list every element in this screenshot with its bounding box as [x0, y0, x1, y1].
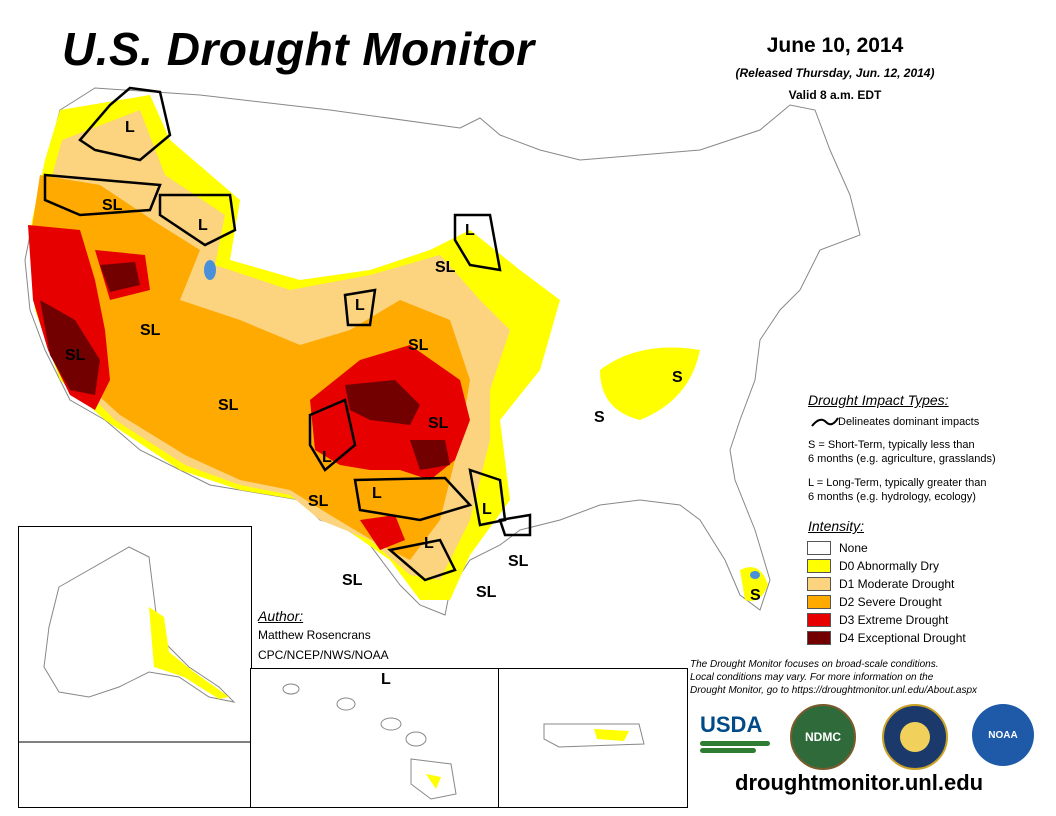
d4-area-oklahoma — [410, 440, 450, 470]
map-date: June 10, 2014 — [766, 34, 904, 57]
map-label-ctx-sl: SL — [476, 584, 497, 601]
legend-label: D1 Moderate Drought — [839, 576, 955, 591]
legend-label: D4 Exceptional Drought — [839, 630, 966, 645]
map-label-wa-l: L — [125, 119, 135, 136]
impact-long-term: L = Long-Term, typically greater than — [808, 477, 987, 489]
note-line-1: The Drought Monitor focuses on broad-sca… — [690, 659, 939, 670]
commerce-seal-icon — [882, 704, 948, 770]
legend-label: D2 Severe Drought — [839, 594, 942, 609]
d0-area-florida — [740, 567, 768, 601]
alaska-map — [19, 546, 251, 743]
map-label-nd-l: L — [465, 222, 475, 239]
release-date: (Released Thursday, Jun. 12, 2014) — [735, 66, 935, 80]
impact-boundary-central-texas — [353, 476, 473, 522]
impact-boundary-pacific-nw — [78, 86, 172, 162]
ndmc-logo: NDMC — [790, 704, 856, 770]
puerto-rico-map — [543, 723, 645, 748]
map-label-stx-l: L — [424, 535, 434, 552]
hawaii-map: L — [282, 671, 457, 800]
lake-okeechobee — [750, 571, 760, 579]
map-label-az-sl: SL — [218, 397, 239, 414]
map-label-fl-s: S — [750, 587, 761, 604]
author-heading: Author: — [258, 608, 304, 624]
legend-swatch — [807, 576, 831, 591]
usda-logo: USDA — [700, 712, 770, 762]
impact-boundary-oregon — [43, 173, 162, 217]
disclaimer-note: The Drought Monitor focuses on broad-sca… — [690, 658, 977, 697]
impact-boundary-new-mexico — [308, 398, 357, 472]
map-label-tx-l: L — [372, 485, 382, 502]
impact-legend-title: Drought Impact Types: — [808, 392, 949, 408]
impact-long-term-2: 6 months (e.g. hydrology, ecology) — [808, 491, 976, 503]
d4-area-nevada — [100, 262, 140, 292]
d3-area-texas — [360, 515, 405, 550]
legend-label: D0 Abnormally Dry — [839, 558, 940, 573]
note-line-2: Local conditions may vary. For more info… — [690, 672, 934, 683]
page-title: U.S. Drought Monitor — [62, 23, 535, 75]
legend-row-d1: D1 Moderate Drought — [807, 576, 954, 592]
legend-label: None — [839, 540, 868, 555]
map-label-id-l: L — [198, 217, 208, 234]
d4-area-california — [40, 300, 100, 395]
d0-area-east — [600, 347, 700, 420]
map-label-nv-sl: SL — [140, 322, 161, 339]
intensity-legend-title: Intensity: — [808, 518, 865, 534]
legend-row-d3: D3 Extreme Drought — [807, 612, 948, 628]
impact-boundary-dakotas — [453, 213, 502, 272]
map-label-hi-l: L — [381, 671, 391, 688]
author-name: Matthew Rosencrans — [258, 628, 371, 642]
noaa-logo: NOAA — [972, 704, 1034, 766]
map-label-wtx-sl: SL — [308, 493, 329, 510]
map-label-nm-l: L — [322, 449, 332, 466]
legend-swatch — [807, 630, 831, 645]
map-label-ne-l: L — [355, 297, 365, 314]
impact-line-icon — [811, 417, 839, 427]
hawaii-inset: L — [250, 668, 500, 808]
legend-swatch — [807, 540, 831, 555]
map-label-ms-s: S — [594, 409, 605, 426]
map-label-ks-sl: SL — [408, 337, 429, 354]
map-label-btx-sl: SL — [342, 572, 363, 589]
legend-label: D3 Extreme Drought — [839, 612, 949, 627]
alaska-inset — [18, 526, 252, 808]
legend-row-d0: D0 Abnormally Dry — [807, 558, 939, 574]
ndmc-logo-text: NDMC — [805, 730, 841, 744]
great-salt-lake — [204, 260, 216, 280]
legend-row-d4: D4 Exceptional Drought — [807, 630, 966, 646]
legend-swatch — [807, 558, 831, 573]
legend-row-d2: D2 Severe Drought — [807, 594, 942, 610]
map-label-sd-sl: SL — [435, 259, 456, 276]
map-label-ca-sl: SL — [65, 347, 86, 364]
noaa-logo-text: NOAA — [988, 729, 1018, 741]
note-line-3[interactable]: Drought Monitor, go to https://droughtmo… — [690, 685, 978, 696]
map-label-ok-sl: SL — [428, 415, 449, 432]
valid-time: Valid 8 a.m. EDT — [788, 88, 882, 102]
impact-boundary-nebraska — [343, 288, 377, 327]
legend-row-none: None — [807, 540, 868, 556]
map-label-ky-s: S — [672, 369, 683, 386]
legend-swatch — [807, 594, 831, 609]
d4-area-panhandle — [345, 380, 420, 425]
puerto-rico-inset — [498, 668, 688, 808]
map-label-la-sl: SL — [508, 553, 529, 570]
impact-short-term: S = Short-Term, typically less than — [808, 439, 975, 451]
impact-delineates: Delineates dominant impacts — [838, 416, 980, 428]
author-org: CPC/NCEP/NWS/NOAA — [258, 648, 389, 662]
map-label-or-sl: SL — [102, 197, 123, 214]
site-url[interactable]: droughtmonitor.unl.edu — [735, 770, 984, 795]
impact-boundary-idaho — [158, 193, 237, 247]
legend-swatch — [807, 612, 831, 627]
impact-boundary-south-texas — [387, 538, 457, 582]
map-label-etx-l: L — [482, 501, 492, 518]
usda-logo-text: USDA — [700, 712, 763, 737]
impact-short-term-2: 6 months (e.g. agriculture, grasslands) — [808, 453, 996, 465]
impact-boundary-coastal-texas — [498, 513, 532, 537]
